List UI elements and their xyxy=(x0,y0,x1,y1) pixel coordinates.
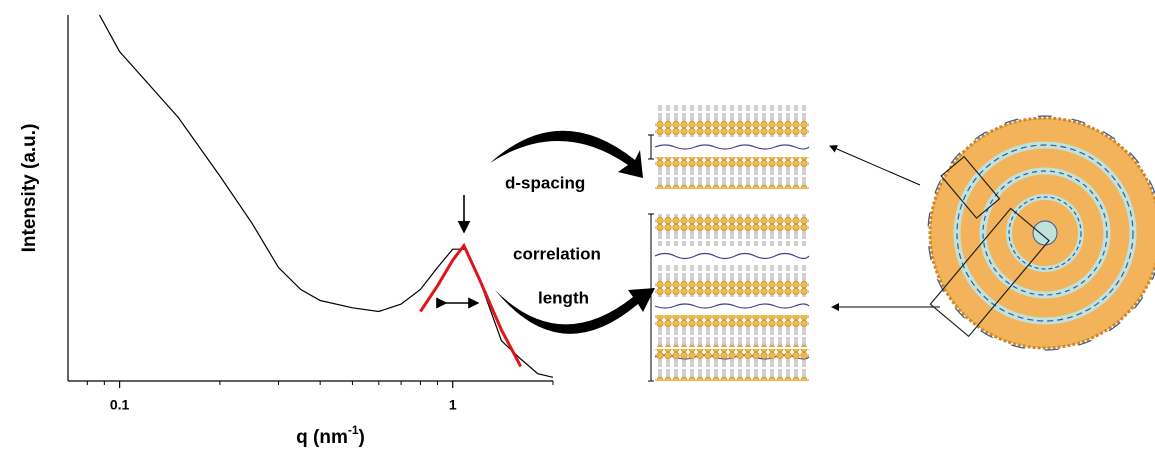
y-axis-label: Intensity (a.u.) xyxy=(19,124,40,253)
pointer-arrow xyxy=(829,145,921,186)
x-axis-label: q (nm-1) xyxy=(296,423,365,448)
liposome xyxy=(927,115,1155,351)
curved-arrow xyxy=(490,130,643,178)
x-axis-label-part: -1 xyxy=(348,423,359,437)
plot: 0.1 1 Intensity (a.u.) q (nm-1) xyxy=(19,14,554,448)
x-axis-label-part: ) xyxy=(359,427,365,448)
membrane-stack-bottom xyxy=(648,213,810,382)
data-line xyxy=(419,242,523,368)
annotation: correlation xyxy=(513,244,601,263)
x-axis-label-part: q (nm xyxy=(296,427,348,448)
annotation: length xyxy=(538,288,589,307)
data-line xyxy=(98,14,554,378)
x-tick-label: 0.1 xyxy=(110,397,130,413)
annotation: d-spacing xyxy=(505,173,585,192)
x-tick-label: 1 xyxy=(449,397,457,413)
membrane-stack-top xyxy=(648,105,810,189)
curved-arrow xyxy=(495,288,655,334)
